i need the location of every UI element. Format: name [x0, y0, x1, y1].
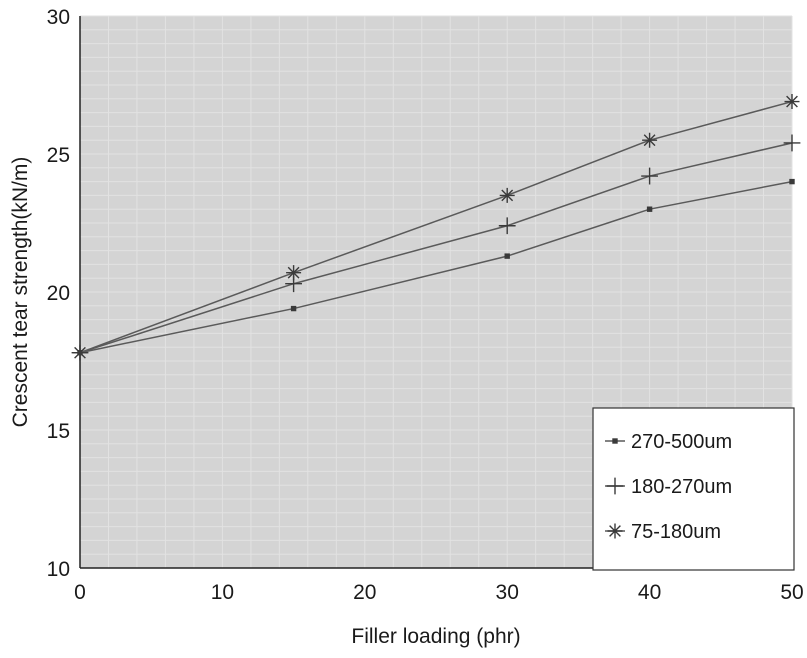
y-tick-label: 15 [47, 420, 70, 443]
x-tick-label: 50 [780, 581, 803, 604]
x-tick-label: 10 [211, 581, 234, 604]
y-tick-label: 10 [47, 558, 70, 581]
marker-square [504, 253, 510, 259]
marker-plus [498, 217, 516, 235]
marker-star [499, 187, 515, 203]
marker-square [789, 178, 795, 185]
legend-box [592, 407, 795, 571]
y-axis-label: Crescent tear strength(kN/m) [9, 157, 32, 428]
marker-square [646, 206, 653, 212]
x-tick-label: 0 [74, 581, 86, 604]
marker-plus [606, 477, 624, 495]
legend-label-270-500um: 270-500um [631, 431, 732, 453]
series [71, 94, 801, 362]
y-tick-label: 25 [47, 144, 70, 167]
marker-plus [783, 134, 801, 152]
marker-star [286, 265, 302, 281]
legend: 270-500um 180-270um 75-180um [592, 407, 795, 571]
x-tick-label: 30 [496, 581, 519, 604]
x-tick-label: 40 [638, 581, 661, 604]
marker-star [784, 94, 800, 110]
marker-star [642, 132, 658, 148]
legend-label-180-270um: 180-270um [631, 476, 732, 498]
marker-plus [641, 167, 658, 185]
marker-square [290, 305, 297, 312]
y-tick-label: 30 [47, 6, 70, 29]
marker-square [612, 438, 618, 444]
x-tick-label: 20 [353, 581, 376, 604]
marker-star [72, 345, 88, 361]
series-75-180um [72, 94, 800, 361]
y-tick-label: 20 [47, 282, 70, 305]
x-axis-label: Filler loading (phr) [351, 625, 520, 648]
marker-star [607, 523, 623, 539]
legend-label-75-180um: 75-180um [631, 521, 721, 543]
